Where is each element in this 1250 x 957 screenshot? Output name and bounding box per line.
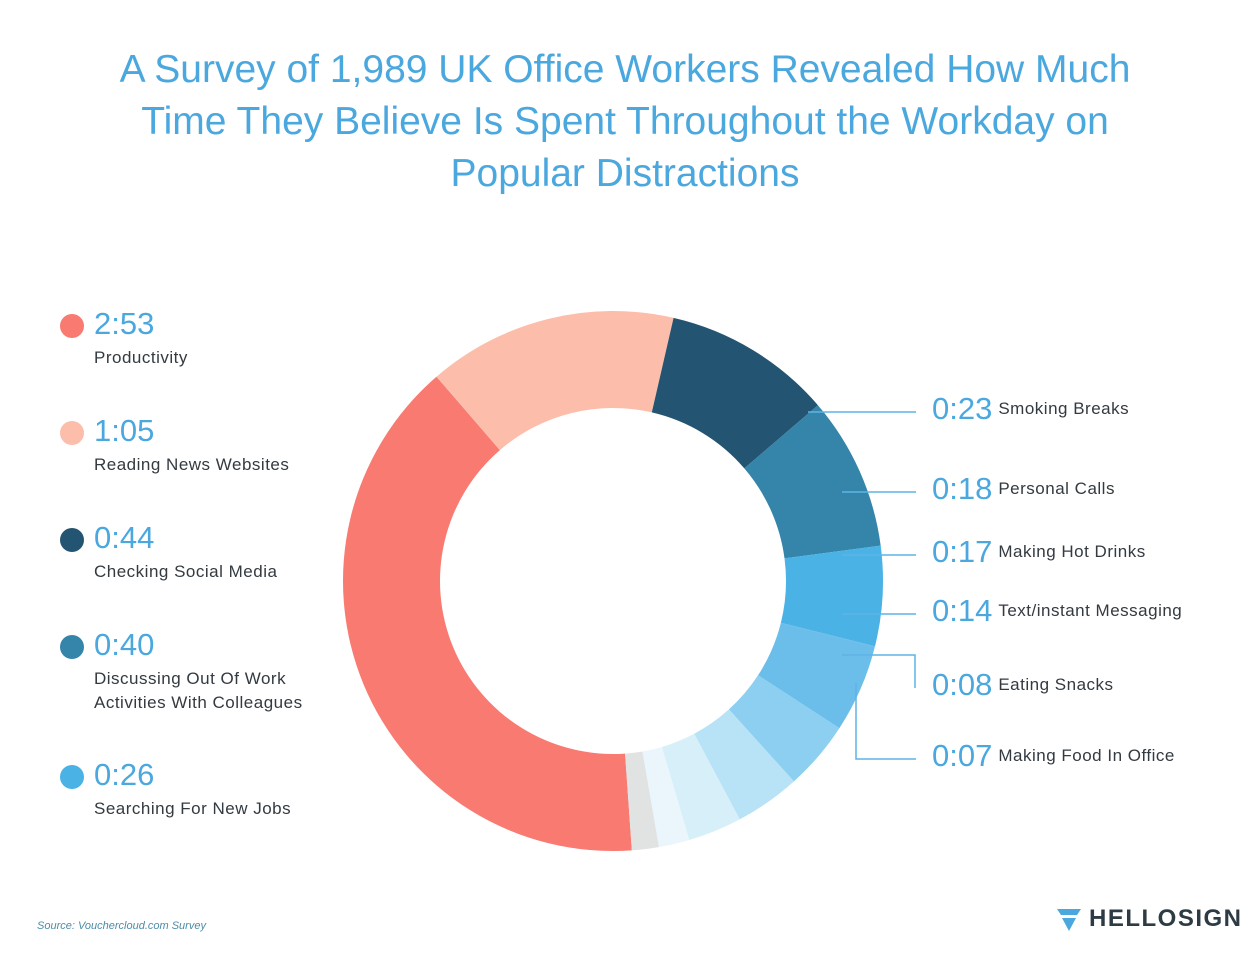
donut-slice-making-hot-drinks [694, 709, 794, 820]
callout-label: Text/instant Messaging [998, 601, 1183, 620]
callout-row: 0:18 Personal Calls [932, 471, 1115, 507]
legend-color-dot [60, 421, 84, 445]
chart-title-line: A Survey of 1,989 UK Office Workers Reve… [119, 48, 1131, 91]
callout-label: Making Food In Office [998, 746, 1175, 765]
donut-slice-smoking-breaks [758, 622, 875, 729]
callout-row: 0:08 Eating Snacks [932, 667, 1114, 703]
legend-label-line: Searching For New Jobs [94, 799, 292, 818]
legend-label-line: Productivity [94, 348, 188, 367]
legend-label-line: Discussing Out Of Work [94, 669, 287, 688]
legend-label-line: Checking Social Media [94, 562, 278, 581]
callout-label: Smoking Breaks [998, 399, 1130, 418]
legend-color-dot [60, 765, 84, 789]
callout-leader-line [842, 654, 916, 688]
legend-label: Discussing Out Of Work Activities With Co… [94, 667, 364, 715]
donut-slice-productivity [343, 376, 632, 851]
donut-slice-personal-calls [728, 675, 840, 782]
callout-row: 0:07 Making Food In Office [932, 738, 1175, 774]
legend-label: Searching For New Jobs [94, 797, 364, 821]
donut-slice-reading-news-websites [436, 311, 674, 451]
callout-value: 0:23 [932, 391, 993, 426]
logo-text: HELLOSIGN [1089, 905, 1243, 932]
donut-slice-making-food-in-office [625, 751, 659, 851]
hellosign-logo-icon [1057, 909, 1081, 931]
legend-value: 0:40 [94, 627, 155, 662]
callout-label: Personal Calls [998, 479, 1115, 498]
source-note: Source: Vouchercloud.com Survey [37, 920, 206, 932]
legend-label-line: Activities With Colleagues [94, 693, 303, 712]
callout-row: 0:17 Making Hot Drinks [932, 534, 1146, 570]
callout-label: Eating Snacks [998, 675, 1114, 694]
legend-value: 0:26 [94, 757, 155, 792]
legend-color-dot [60, 314, 84, 338]
chart-title-line: Popular Distractions [450, 152, 800, 195]
legend-label: Productivity [94, 346, 364, 370]
legend-label-line: Reading News Websites [94, 455, 290, 474]
callout-value: 0:14 [932, 593, 993, 628]
callout-value: 0:18 [932, 471, 993, 506]
callout-row: 0:14 Text/instant Messaging [932, 593, 1182, 629]
donut-slice-discussing-out-of-work-activities-with-colleagues [744, 405, 881, 559]
donut-slice-text-instant-messaging [661, 733, 740, 840]
chart-title: A Survey of 1,989 UK Office Workers Reve… [40, 44, 1210, 200]
legend-value: 1:05 [94, 413, 155, 448]
legend-label: Checking Social Media [94, 560, 364, 584]
donut-slice-eating-snacks [642, 746, 690, 848]
legend-label: Reading News Websites [94, 453, 364, 477]
callout-leader-line [855, 683, 916, 760]
legend-color-dot [60, 635, 84, 659]
donut-slice-searching-for-new-jobs [780, 545, 884, 647]
legend-value: 0:44 [94, 520, 155, 555]
legend-color-dot [60, 528, 84, 552]
donut-slice-checking-social-media [651, 317, 818, 469]
callout-label: Making Hot Drinks [998, 542, 1146, 561]
legend-value: 2:53 [94, 306, 155, 341]
hellosign-logo: HELLOSIGN [1055, 902, 1241, 936]
callout-value: 0:08 [932, 667, 993, 702]
chart-title-line: Time They Believe Is Spent Throughout th… [141, 100, 1109, 143]
callout-row: 0:23 Smoking Breaks [932, 391, 1129, 427]
callout-value: 0:17 [932, 534, 993, 569]
callout-value: 0:07 [932, 738, 993, 773]
